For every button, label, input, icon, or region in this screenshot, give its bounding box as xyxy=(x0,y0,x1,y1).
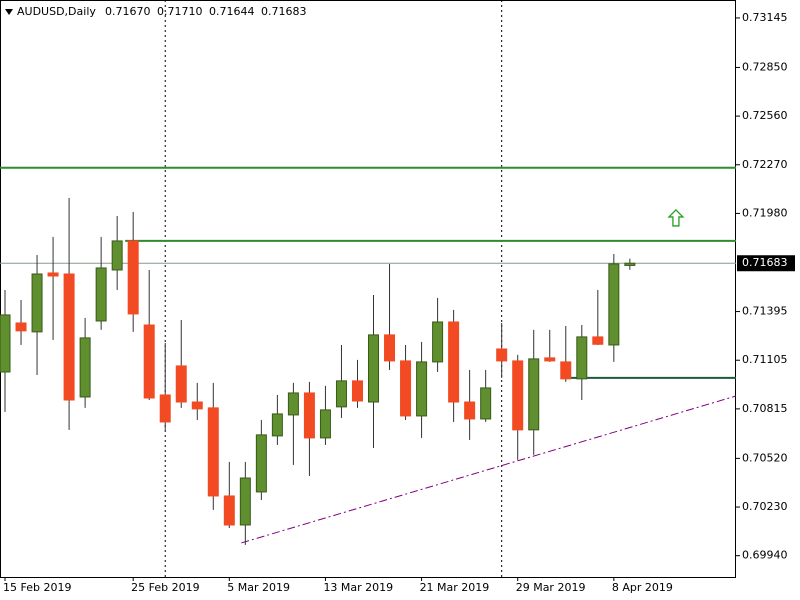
y-tick-label: 0.71980 xyxy=(742,206,788,219)
candle-body xyxy=(255,434,267,493)
header-value: 0.71683 xyxy=(261,5,307,18)
current-price-box xyxy=(737,255,795,272)
candle-body xyxy=(191,401,203,410)
candle-body xyxy=(448,321,460,403)
candle-body xyxy=(335,380,347,408)
candle-body xyxy=(512,360,524,431)
menu-triangle xyxy=(5,9,13,15)
current-price-label: 0.71683 xyxy=(742,256,788,269)
x-tick-label: 8 Apr 2019 xyxy=(612,581,673,594)
candle-body xyxy=(271,413,283,437)
candle-body xyxy=(63,273,75,401)
candle-body xyxy=(319,409,331,439)
candle-body xyxy=(576,336,588,380)
candle-body xyxy=(464,401,476,420)
candle-body xyxy=(223,495,235,526)
candle-body xyxy=(207,407,219,497)
candle-body xyxy=(159,394,171,423)
header-value: 0.71710 xyxy=(157,5,203,18)
header-value: 0.71644 xyxy=(209,5,255,18)
candle-body xyxy=(239,477,251,526)
candle-body xyxy=(528,358,540,431)
y-tick-label: 0.72560 xyxy=(742,109,788,122)
candle-body xyxy=(608,263,620,346)
chart-title: AUDUSD,Daily xyxy=(17,5,96,18)
candle-body xyxy=(79,337,91,398)
y-tick-label: 0.72270 xyxy=(742,158,788,171)
y-tick-label: 0.70815 xyxy=(742,402,788,415)
y-tick-label: 0.70520 xyxy=(742,451,788,464)
candle-body xyxy=(303,392,315,439)
candle-body xyxy=(95,267,107,322)
x-tick-label: 5 Mar 2019 xyxy=(227,581,290,594)
candle-body xyxy=(143,324,155,399)
candle-body xyxy=(111,240,123,271)
y-tick-label: 0.70230 xyxy=(742,500,788,513)
x-tick-label: 13 Mar 2019 xyxy=(323,581,393,594)
candle-body xyxy=(496,348,508,362)
candle-body xyxy=(287,392,299,416)
candle-body xyxy=(127,240,139,315)
y-tick-label: 0.71395 xyxy=(742,305,788,318)
y-tick-label: 0.73145 xyxy=(742,11,788,24)
candle-body xyxy=(47,272,59,277)
candle-body xyxy=(400,360,412,417)
x-tick-label: 15 Feb 2019 xyxy=(3,581,71,594)
x-tick-label: 21 Mar 2019 xyxy=(420,581,490,594)
trendline xyxy=(241,395,737,544)
header-value: 0.71670 xyxy=(105,5,151,18)
up-arrow xyxy=(667,209,685,227)
candle-body xyxy=(0,314,11,373)
x-tick-label: 25 Feb 2019 xyxy=(131,581,199,594)
y-tick-label: 0.71105 xyxy=(742,353,788,366)
y-tick-label: 0.69940 xyxy=(742,549,788,562)
x-tick-label: 29 Mar 2019 xyxy=(516,581,586,594)
plot-frame xyxy=(0,0,736,578)
candle-body xyxy=(544,357,556,362)
candle-body xyxy=(560,361,572,380)
candle-body xyxy=(624,262,636,266)
candle-body xyxy=(175,365,187,403)
candle-body xyxy=(416,361,428,417)
candle-body xyxy=(31,273,43,333)
candle-body xyxy=(480,387,492,420)
candle-body xyxy=(351,380,363,402)
y-tick-label: 0.72850 xyxy=(742,60,788,73)
candle-body xyxy=(15,322,27,332)
candle-body xyxy=(592,336,604,345)
candle-body xyxy=(368,334,380,403)
candle-body xyxy=(384,334,396,362)
candle-body xyxy=(432,321,444,363)
